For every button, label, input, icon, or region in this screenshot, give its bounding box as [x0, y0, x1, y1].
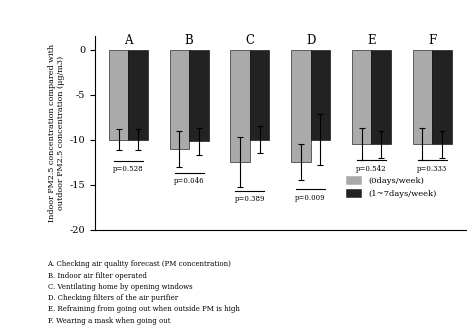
Bar: [371, 50, 391, 144]
Legend: (0days/week), (1~7days/week): (0days/week), (1~7days/week): [346, 176, 437, 198]
Bar: [311, 50, 330, 140]
Bar: [291, 50, 311, 162]
Text: E: E: [367, 34, 376, 47]
Bar: [413, 50, 432, 144]
Text: D: D: [306, 34, 315, 47]
Bar: [109, 50, 128, 140]
Bar: [170, 50, 189, 149]
Text: F: F: [428, 34, 436, 47]
Text: p=0.333: p=0.333: [417, 165, 447, 173]
Text: A. Checking air quality forecast (PM concentration)
B. Indoor air filter operate: A. Checking air quality forecast (PM con…: [48, 260, 239, 325]
Text: A: A: [124, 34, 133, 47]
Bar: [352, 50, 371, 144]
Text: p=0.542: p=0.542: [356, 165, 387, 173]
Text: B: B: [185, 34, 193, 47]
Bar: [230, 50, 250, 162]
Bar: [128, 50, 148, 140]
Text: p=0.046: p=0.046: [174, 177, 204, 185]
Bar: [432, 50, 452, 144]
Bar: [189, 50, 209, 141]
Bar: [250, 50, 269, 140]
Text: p=0.389: p=0.389: [235, 195, 265, 203]
Text: p=0.009: p=0.009: [295, 194, 326, 202]
Text: p=0.528: p=0.528: [113, 165, 144, 173]
Y-axis label: Indoor PM2.5 concentration compared with
outdoor PM2.5 concentration (μg/m3): Indoor PM2.5 concentration compared with…: [48, 44, 66, 222]
Text: C: C: [246, 34, 255, 47]
